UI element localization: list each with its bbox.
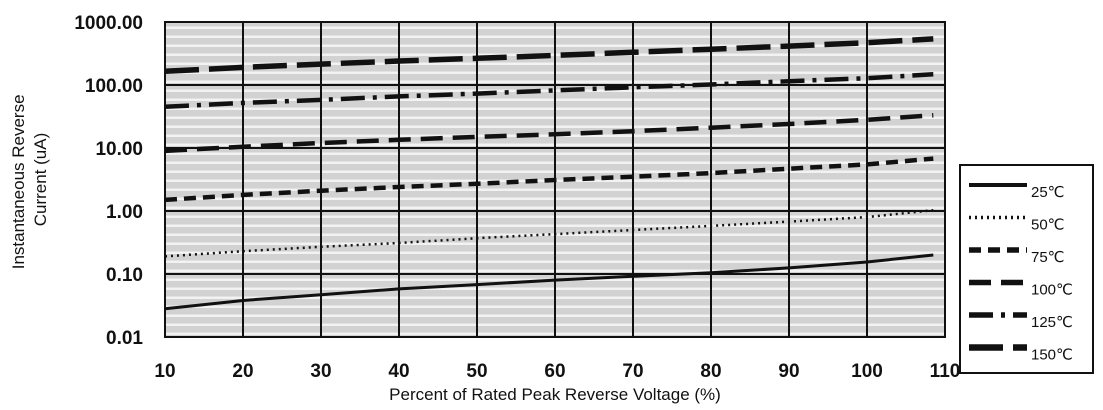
series-line (164, 156, 934, 203)
x-tick-label: 60 (544, 361, 565, 382)
legend: 25℃ 50℃ 75℃ 100℃ 125℃ 150℃ (959, 164, 1094, 374)
y-tick-label: 100.00 (85, 76, 143, 97)
y-axis-label-line-2: Current (uA) (31, 133, 50, 227)
legend-label: 50℃ (1031, 217, 1065, 234)
x-axis-label: Percent of Rated Peak Reverse Voltage (%… (389, 385, 721, 404)
x-tick-label: 70 (622, 361, 643, 382)
grid (164, 21, 946, 338)
legend-label: 150℃ (1031, 347, 1073, 364)
x-tick-label: 110 (930, 361, 961, 382)
legend-label: 100℃ (1031, 282, 1073, 299)
series-line (164, 113, 934, 154)
x-tick-label: 20 (232, 361, 253, 382)
y-tick-label: 10.00 (95, 139, 143, 160)
series-line (164, 72, 934, 110)
legend-label: 125℃ (1031, 314, 1073, 331)
y-tick-labels: 1000.00 100.00 10.00 1.00 0.10 0.01 (74, 13, 143, 349)
x-tick-label: 90 (778, 361, 799, 382)
y-axis-label: Instantaneous Reverse Current (uA) (9, 90, 50, 270)
legend-label: 75℃ (1031, 249, 1065, 266)
legend-label: 25℃ (1031, 184, 1065, 201)
x-tick-label: 10 (154, 361, 175, 382)
x-tick-label: 80 (700, 361, 721, 382)
y-tick-label: 1.00 (106, 202, 143, 223)
plot-border (164, 21, 946, 338)
series-lines (164, 36, 934, 311)
series-line (164, 208, 934, 258)
y-tick-label: 1000.00 (74, 13, 143, 34)
legend-box (959, 164, 1094, 374)
y-tick-label: 0.10 (106, 265, 143, 286)
y-tick-label: 0.01 (106, 328, 143, 349)
x-tick-label: 50 (466, 361, 487, 382)
y-axis-label-line-1: Instantaneous Reverse (9, 94, 28, 269)
x-tick-labels: 10 20 30 40 50 60 70 80 90 100 110 (154, 361, 960, 382)
series-line (164, 253, 934, 311)
x-tick-label: 100 (851, 361, 883, 382)
x-tick-label: 30 (310, 361, 331, 382)
x-tick-label: 40 (388, 361, 409, 382)
